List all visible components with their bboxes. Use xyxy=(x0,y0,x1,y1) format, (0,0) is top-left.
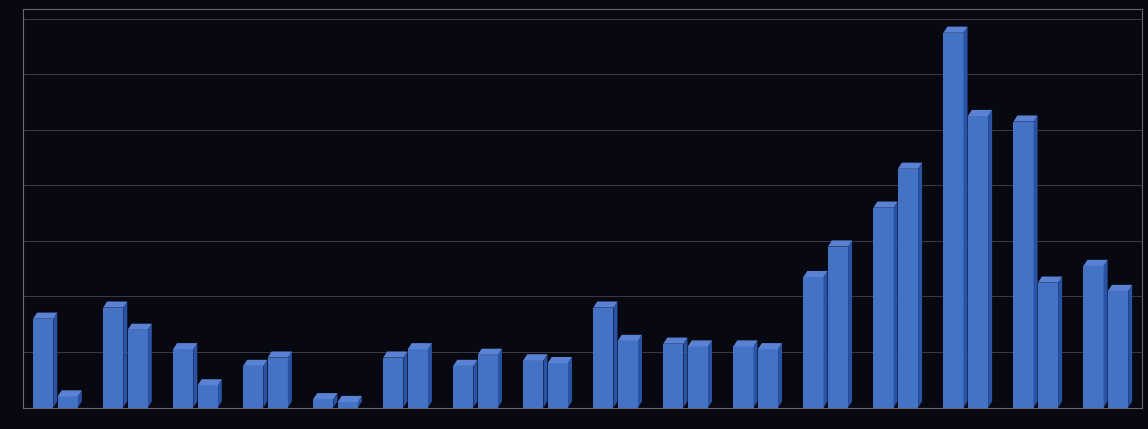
Polygon shape xyxy=(683,338,688,408)
Polygon shape xyxy=(78,390,82,408)
Polygon shape xyxy=(127,324,152,330)
Polygon shape xyxy=(127,330,148,408)
Polygon shape xyxy=(243,360,267,366)
Polygon shape xyxy=(618,341,638,408)
Polygon shape xyxy=(804,277,823,408)
Polygon shape xyxy=(1033,115,1038,408)
Polygon shape xyxy=(267,351,292,358)
Polygon shape xyxy=(618,335,642,341)
Polygon shape xyxy=(338,396,362,402)
Polygon shape xyxy=(543,354,548,408)
Polygon shape xyxy=(267,358,288,408)
Polygon shape xyxy=(478,349,502,355)
Polygon shape xyxy=(1128,285,1132,408)
Polygon shape xyxy=(33,313,57,319)
Polygon shape xyxy=(963,27,968,408)
Polygon shape xyxy=(197,379,222,385)
Polygon shape xyxy=(708,340,712,408)
Polygon shape xyxy=(173,349,193,408)
Polygon shape xyxy=(548,357,572,363)
Polygon shape xyxy=(1108,285,1132,291)
Polygon shape xyxy=(358,396,362,408)
Polygon shape xyxy=(197,385,218,408)
Polygon shape xyxy=(148,324,152,408)
Polygon shape xyxy=(123,302,127,408)
Polygon shape xyxy=(33,319,53,408)
Polygon shape xyxy=(453,360,478,366)
Polygon shape xyxy=(778,343,782,408)
Polygon shape xyxy=(193,343,197,408)
Polygon shape xyxy=(1103,260,1108,408)
Polygon shape xyxy=(664,338,688,344)
Polygon shape xyxy=(664,344,683,408)
Polygon shape xyxy=(893,202,898,408)
Polygon shape xyxy=(403,351,408,408)
Polygon shape xyxy=(758,349,778,408)
Polygon shape xyxy=(1084,260,1108,266)
Polygon shape xyxy=(218,379,222,408)
Polygon shape xyxy=(103,308,123,408)
Polygon shape xyxy=(898,163,922,169)
Polygon shape xyxy=(1058,277,1062,408)
Polygon shape xyxy=(613,302,618,408)
Polygon shape xyxy=(333,393,338,408)
Polygon shape xyxy=(568,357,572,408)
Polygon shape xyxy=(53,313,57,408)
Polygon shape xyxy=(1084,266,1103,408)
Polygon shape xyxy=(1014,121,1033,408)
Polygon shape xyxy=(173,343,197,349)
Polygon shape xyxy=(313,399,333,408)
Polygon shape xyxy=(688,340,712,347)
Polygon shape xyxy=(968,110,992,116)
Polygon shape xyxy=(103,302,127,308)
Polygon shape xyxy=(898,169,918,408)
Polygon shape xyxy=(548,363,568,408)
Polygon shape xyxy=(1038,277,1062,283)
Polygon shape xyxy=(263,360,267,408)
Polygon shape xyxy=(874,208,893,408)
Polygon shape xyxy=(428,343,432,408)
Polygon shape xyxy=(944,33,963,408)
Polygon shape xyxy=(57,396,78,408)
Polygon shape xyxy=(688,347,708,408)
Polygon shape xyxy=(804,271,828,277)
Polygon shape xyxy=(594,302,618,308)
Polygon shape xyxy=(848,240,852,408)
Polygon shape xyxy=(594,308,613,408)
Polygon shape xyxy=(523,354,548,360)
Polygon shape xyxy=(944,27,968,33)
Polygon shape xyxy=(734,347,753,408)
Polygon shape xyxy=(408,343,432,349)
Polygon shape xyxy=(57,390,82,396)
Polygon shape xyxy=(758,343,782,349)
Polygon shape xyxy=(874,202,898,208)
Polygon shape xyxy=(288,351,292,408)
Polygon shape xyxy=(828,240,852,247)
Polygon shape xyxy=(734,340,758,347)
Polygon shape xyxy=(453,366,473,408)
Polygon shape xyxy=(1038,283,1058,408)
Polygon shape xyxy=(383,351,408,358)
Polygon shape xyxy=(313,393,338,399)
Polygon shape xyxy=(523,360,543,408)
Polygon shape xyxy=(243,366,263,408)
Polygon shape xyxy=(1014,115,1038,121)
Polygon shape xyxy=(988,110,992,408)
Polygon shape xyxy=(478,355,498,408)
Polygon shape xyxy=(638,335,642,408)
Polygon shape xyxy=(1108,291,1128,408)
Polygon shape xyxy=(473,360,478,408)
Polygon shape xyxy=(408,349,428,408)
Polygon shape xyxy=(823,271,828,408)
Polygon shape xyxy=(753,340,758,408)
Polygon shape xyxy=(338,402,358,408)
Polygon shape xyxy=(383,358,403,408)
Polygon shape xyxy=(968,116,988,408)
Polygon shape xyxy=(918,163,922,408)
Polygon shape xyxy=(498,349,502,408)
Polygon shape xyxy=(828,247,848,408)
